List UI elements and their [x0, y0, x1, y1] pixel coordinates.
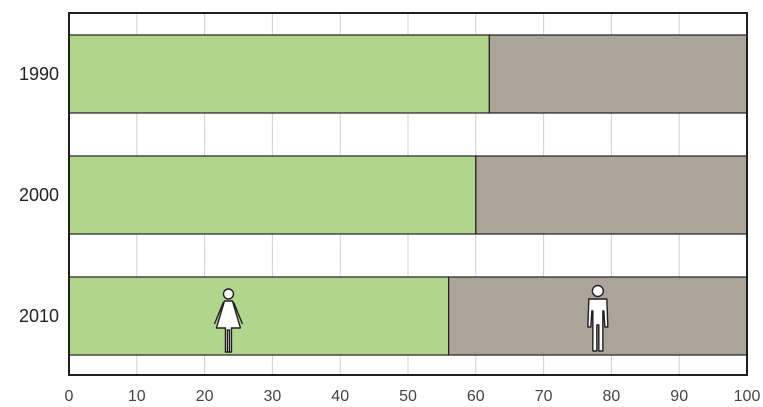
x-tick-label: 20: [196, 388, 214, 405]
category-label: 2000: [19, 185, 59, 205]
x-tick-label: 80: [603, 388, 621, 405]
category-label: 2010: [19, 306, 59, 326]
x-tick-label: 50: [399, 388, 417, 405]
x-tick-label: 70: [535, 388, 553, 405]
x-tick-label: 40: [331, 388, 349, 405]
x-tick-label: 100: [734, 388, 761, 405]
bar-segment: [69, 156, 476, 234]
bar-segment: [69, 35, 489, 113]
bar-series: [69, 35, 747, 355]
x-tick-label: 0: [65, 388, 74, 405]
x-tick-label: 10: [128, 388, 146, 405]
bar-segment: [69, 277, 449, 355]
x-tick-label: 30: [264, 388, 282, 405]
category-label: 1990: [19, 64, 59, 84]
bar-segment: [489, 35, 747, 113]
bar-segment: [476, 156, 747, 234]
x-tick-label: 90: [670, 388, 688, 405]
x-tick-label: 60: [467, 388, 485, 405]
